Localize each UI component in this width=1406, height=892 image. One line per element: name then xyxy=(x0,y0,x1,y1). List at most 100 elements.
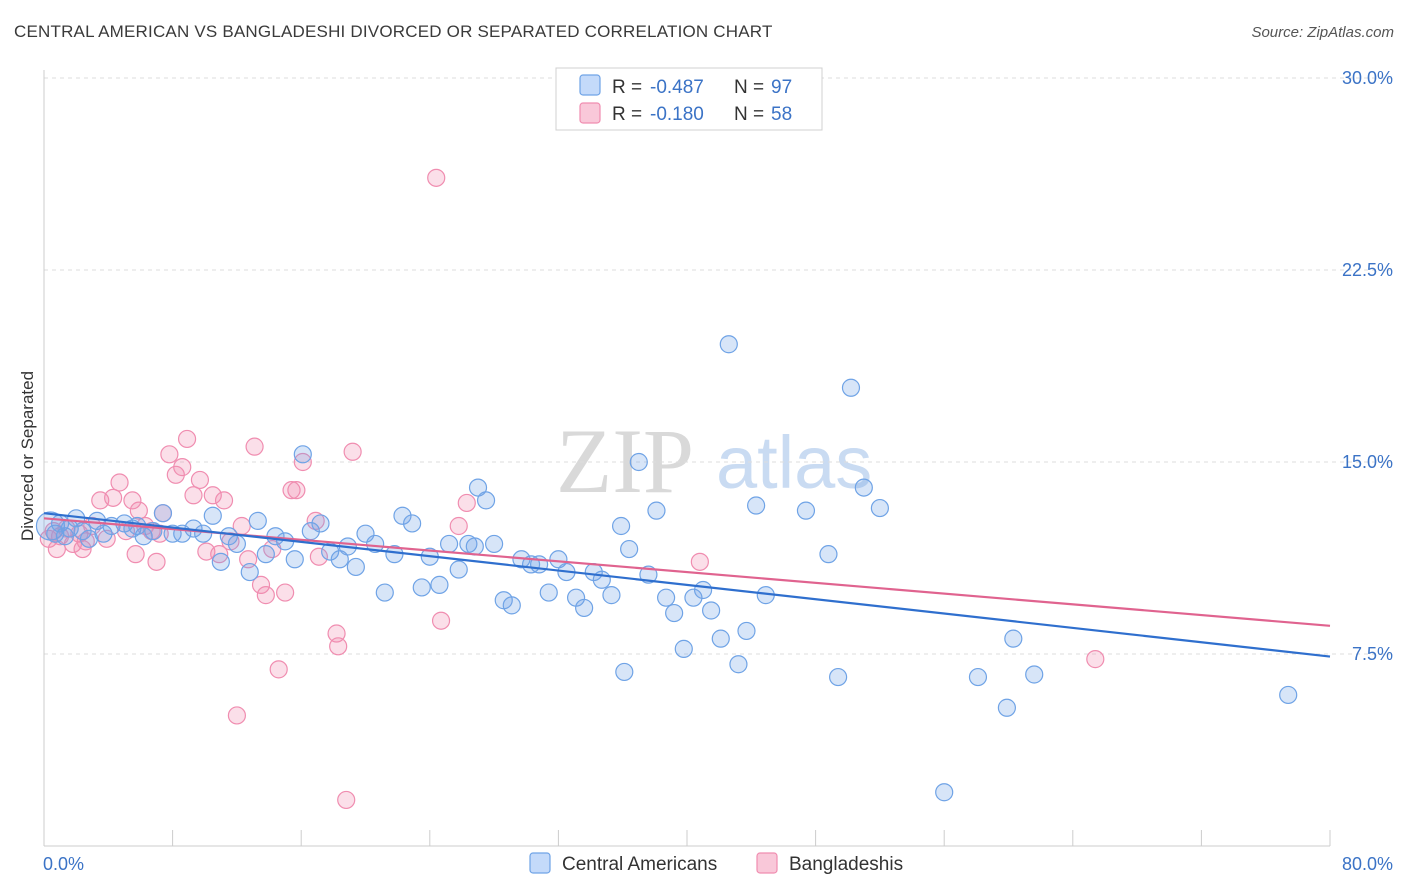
y-tick-label-0: 7.5% xyxy=(1352,644,1393,664)
central-american-point-68 xyxy=(639,565,658,584)
central-american-point-64 xyxy=(602,586,621,605)
bangladeshi-point-48 xyxy=(427,168,446,187)
bangladeshi-point-17 xyxy=(147,552,166,571)
bangladeshi-point-52 xyxy=(690,552,709,571)
central-american-point-43 xyxy=(412,578,431,597)
legend-r-label-2: R = xyxy=(612,104,642,125)
central-american-point-7 xyxy=(79,529,99,548)
bangladeshi-point-38 xyxy=(276,583,295,602)
bangladeshi-point-11 xyxy=(110,473,129,492)
central-american-point-38 xyxy=(366,534,385,554)
central-american-point-71 xyxy=(665,603,684,623)
central-american-point-69 xyxy=(647,501,666,520)
central-american-point-24 xyxy=(240,562,259,582)
watermark-atlas: atlas xyxy=(716,421,872,504)
bangladeshi-point-27 xyxy=(210,545,229,564)
bangladeshi-point-24 xyxy=(190,470,210,490)
central-american-point-75 xyxy=(702,601,721,620)
central-american-point-72 xyxy=(674,639,693,658)
central-american-trend-line xyxy=(43,512,1331,658)
bangladeshi-point-33 xyxy=(245,437,264,456)
central-american-point-42 xyxy=(403,514,422,533)
central-american-point-94 xyxy=(1279,685,1298,705)
bangladeshi-point-56 xyxy=(126,545,145,564)
central-american-point-45 xyxy=(430,575,449,594)
central-american-point-96 xyxy=(465,537,484,556)
central-american-point-15 xyxy=(153,504,173,523)
central-american-point-50 xyxy=(476,491,496,510)
bottom-legend-label-central: Central Americans xyxy=(562,854,717,875)
bangladeshi-point-13 xyxy=(123,491,142,510)
top-legend: R = -0.487 N = 97 R = -0.180 N = 58 xyxy=(555,67,823,131)
central-american-point-92 xyxy=(1004,629,1023,648)
legend-n-value-2: 58 xyxy=(771,104,792,125)
central-american-point-32 xyxy=(311,514,330,533)
central-american-point-26 xyxy=(256,545,275,564)
y-axis-label: Divorced or Separated xyxy=(18,371,37,541)
y-tick-label-2: 22.5% xyxy=(1342,260,1393,280)
central-american-point-84 xyxy=(829,667,848,687)
bangladeshi-point-39 xyxy=(282,481,301,500)
watermark-zip: ZIP xyxy=(556,410,694,512)
source-label: Source: ZipAtlas.com xyxy=(1251,24,1394,41)
central-american-point-78 xyxy=(729,655,748,674)
bangladeshi-point-41 xyxy=(293,452,312,472)
axes xyxy=(43,70,1331,847)
bangladeshi-point-35 xyxy=(256,586,275,605)
bangladeshi-point-19 xyxy=(160,445,179,464)
central-american-point-91 xyxy=(997,698,1016,717)
bangladeshi-point-22 xyxy=(177,429,197,449)
central-american-point-23 xyxy=(227,534,246,554)
central-american-point-89 xyxy=(935,783,954,802)
legend-n-value-1: 97 xyxy=(771,77,792,98)
legend-r-label-1: R = xyxy=(612,77,642,98)
central-american-point-77 xyxy=(719,335,738,354)
central-american-point-39 xyxy=(375,583,394,602)
central-american-point-29 xyxy=(285,550,304,569)
bangladeshi-point-37 xyxy=(269,660,288,679)
central-american-point-21 xyxy=(211,552,230,571)
bangladeshi-point-10 xyxy=(104,488,123,507)
central-american-point-83 xyxy=(819,545,838,564)
central-american-point-93 xyxy=(1025,665,1044,684)
bangladeshi-point-46 xyxy=(337,790,356,810)
bangladeshi-point-43 xyxy=(309,547,328,566)
legend-swatch-bangladeshi xyxy=(579,102,601,124)
bangladeshi-point-28 xyxy=(214,491,234,510)
y-tick-label-1: 15.0% xyxy=(1342,452,1393,472)
bangladeshi-point-40 xyxy=(287,481,306,500)
central-american-point-74 xyxy=(693,580,713,600)
bottom-legend-label-bangladeshi: Bangladeshis xyxy=(789,854,903,875)
central-american-point-49 xyxy=(468,478,488,497)
bangladeshi-point-51 xyxy=(457,493,476,513)
x-tick-max: 80.0% xyxy=(1342,854,1393,874)
central-american-point-90 xyxy=(968,667,988,687)
bangladeshi-point-55 xyxy=(73,539,92,559)
central-american-point-70 xyxy=(657,588,676,607)
bangladeshi-point-50 xyxy=(449,516,468,536)
y-tick-labels: 7.5% 15.0% 22.5% 30.0% xyxy=(1342,68,1393,664)
x-tick-min: 0.0% xyxy=(43,854,84,874)
central-american-point-87 xyxy=(870,498,890,518)
central-american-point-46 xyxy=(439,534,459,554)
bangladeshi-point-42 xyxy=(306,511,325,530)
central-american-point-57 xyxy=(539,583,558,602)
central-american-point-36 xyxy=(346,557,365,577)
bangladeshi-points xyxy=(39,168,1105,810)
bangladeshi-point-30 xyxy=(227,706,246,725)
bangladeshi-point-21 xyxy=(173,458,192,477)
central-american-point-41 xyxy=(393,506,412,525)
central-american-point-66 xyxy=(620,539,639,559)
central-american-point-47 xyxy=(449,560,468,579)
central-american-point-34 xyxy=(330,550,349,569)
central-american-point-19 xyxy=(194,524,213,543)
bangladeshi-point-53 xyxy=(1086,650,1105,669)
central-american-point-76 xyxy=(711,629,730,648)
central-american-point-86 xyxy=(854,478,873,497)
central-american-point-82 xyxy=(796,501,816,520)
bangladeshi-point-14 xyxy=(129,501,148,520)
chart-title: CENTRAL AMERICAN VS BANGLADESHI DIVORCED… xyxy=(14,22,773,41)
trend-lines xyxy=(43,512,1331,658)
bottom-legend: Central Americans Bangladeshis xyxy=(529,852,903,875)
